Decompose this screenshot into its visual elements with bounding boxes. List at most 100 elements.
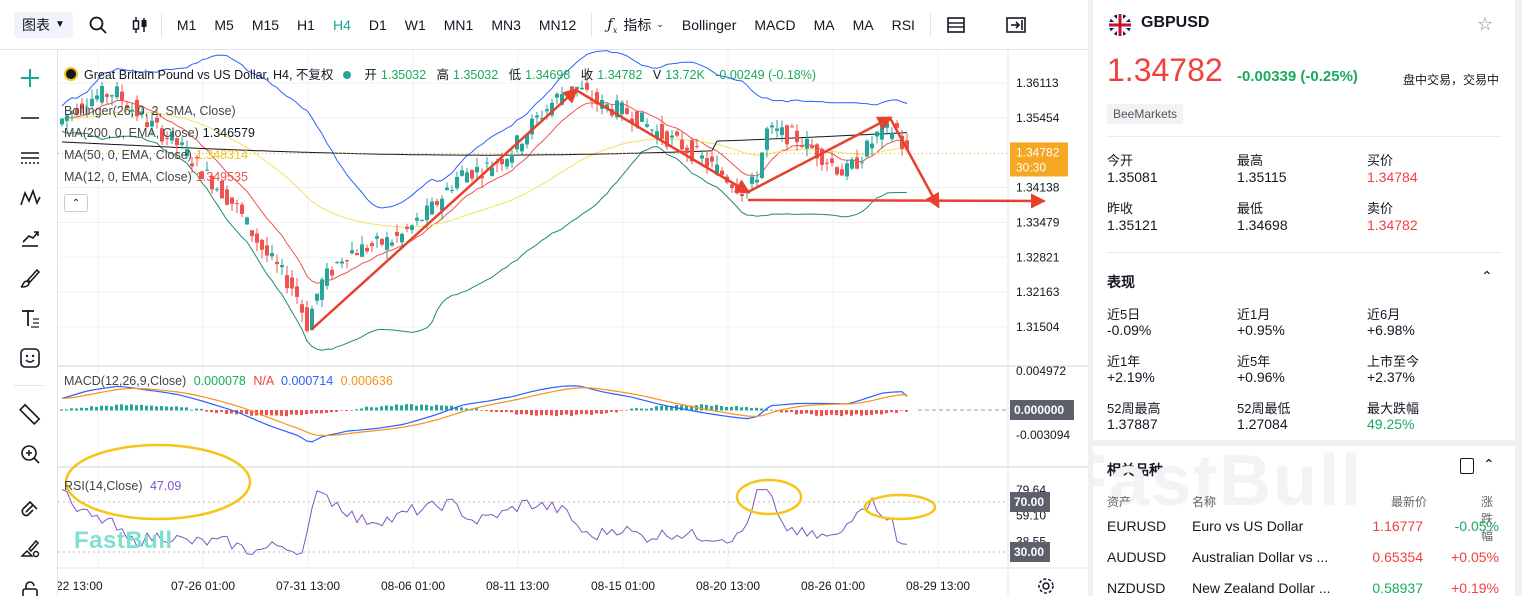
candle-body (800, 145, 804, 147)
perf-label: 近1月 (1237, 307, 1271, 322)
candle-body (720, 170, 724, 176)
candle-body (330, 269, 334, 276)
related-row[interactable]: EURUSD Euro vs US Dollar 1.16777 -0.05% (1093, 518, 1515, 546)
text-tool-icon[interactable] (14, 302, 46, 334)
chart-type-dropdown[interactable]: 图表 ▼ (14, 11, 73, 38)
forecast-icon[interactable] (14, 222, 46, 254)
chart-grid (58, 50, 1088, 596)
candle (200, 170, 204, 180)
candle (770, 122, 774, 134)
candle-body (855, 157, 859, 169)
parallel-channel-icon[interactable] (14, 142, 46, 174)
candle-body (195, 156, 199, 159)
collapse-legend-button[interactable]: ⌃ (64, 194, 88, 212)
related-row[interactable]: AUDUSD Australian Dollar vs ... 0.65354 +0.… (1093, 549, 1515, 577)
candle (445, 182, 449, 191)
candle (480, 168, 484, 188)
magnet-icon[interactable] (14, 492, 46, 524)
indicators-button[interactable]: ƒx 指标 ⌄ (598, 10, 673, 40)
macd-histogram-bar (205, 410, 208, 412)
candle (775, 119, 779, 138)
ma50-label: MA(50, 0, EMA, Close) (64, 148, 192, 162)
zoom-in-icon[interactable] (14, 438, 46, 470)
macd-histogram-bar (260, 410, 263, 416)
bollinger-upper-line (61, 50, 908, 209)
settings-gear-icon[interactable] (1036, 576, 1056, 596)
timeframe-m5[interactable]: M5 (214, 16, 234, 33)
candlestick-icon[interactable] (125, 10, 155, 40)
candle (805, 131, 809, 157)
macd-histogram-bar (240, 410, 243, 414)
rsi-value: 47.09 (149, 479, 182, 493)
timeframe-m15[interactable]: M15 (251, 16, 280, 33)
trend-arrow (575, 88, 751, 194)
macd-histogram-bar (565, 410, 568, 415)
timeframe-h1[interactable]: H1 (297, 16, 315, 33)
macd-histogram-bar (625, 410, 628, 411)
volume-label: V (652, 68, 662, 82)
crosshair-icon[interactable] (14, 62, 46, 94)
timeframe-mn1[interactable]: MN1 (443, 16, 474, 33)
related-row[interactable]: NZDUSD New Zealand Dollar ... 0.58937 +0.19… (1093, 580, 1515, 596)
macd-histogram-bar (390, 406, 393, 411)
candle (530, 114, 534, 140)
candle (550, 98, 554, 118)
ruler-icon[interactable] (14, 398, 46, 430)
macd-histogram-bar (265, 410, 268, 416)
indicator-shortcut-rsi[interactable]: RSI (891, 16, 915, 33)
timeframe-d1[interactable]: D1 (368, 16, 387, 33)
related-header: 资产 (1107, 495, 1132, 509)
macd-legend: MACD(12,26,9,Close) 0.000078 N/A 0.00071… (64, 374, 393, 388)
chevron-up-icon[interactable]: ⌃ (1481, 268, 1493, 284)
candle-body (205, 169, 209, 171)
macd-histogram-bar (405, 404, 408, 411)
chevron-up-icon: ⌃ (71, 197, 81, 209)
macd-histogram-bar (140, 404, 143, 411)
drawing-mode-icon[interactable] (14, 532, 46, 564)
timeframe-w1[interactable]: W1 (404, 16, 426, 33)
emoji-icon[interactable] (14, 342, 46, 374)
divider (1107, 136, 1501, 137)
timeframe-mn3[interactable]: MN3 (491, 16, 521, 33)
trend-arrow (747, 116, 893, 194)
macd-histogram-bar (495, 410, 498, 413)
macd-histogram-bar (225, 410, 228, 414)
macd-histogram-bar (840, 410, 843, 417)
candle (155, 110, 159, 129)
candlestick-series (60, 74, 909, 333)
pattern-icon[interactable] (14, 182, 46, 214)
perf-value: 1.27084 (1237, 416, 1288, 432)
macd-histogram-bar (610, 410, 613, 412)
timeframe-h4[interactable]: H4 (332, 16, 351, 33)
macd-histogram-bar (275, 410, 278, 416)
chart-canvas[interactable]: 1.36113 1.35454 1.34138 1.33479 1.32821 1.321… (58, 50, 1088, 596)
candle (275, 254, 279, 273)
indicator-shortcut-bollinger[interactable]: Bollinger (681, 16, 737, 33)
timeframe-m1[interactable]: M1 (176, 16, 197, 33)
candle (90, 89, 94, 108)
timeframe-mn12[interactable]: MN12 (538, 16, 577, 33)
document-icon[interactable] (1460, 458, 1474, 474)
indicator-shortcut-ma[interactable]: MA (852, 16, 874, 33)
macd-histogram-bar (755, 407, 758, 411)
layout-icon[interactable] (941, 10, 971, 40)
macd-histogram-bar (75, 408, 78, 411)
candle-body (70, 112, 74, 114)
macd-histogram-bar (535, 410, 538, 416)
macd-histogram-bar (815, 410, 818, 416)
brush-icon[interactable] (14, 262, 46, 294)
horizontal-line-icon[interactable] (14, 102, 46, 134)
candle (315, 293, 319, 305)
chevron-up-icon[interactable]: ⌃ (1483, 456, 1495, 472)
search-icon[interactable] (83, 10, 113, 40)
macd-histogram-bar (105, 405, 108, 411)
macd-histogram-bar (470, 409, 473, 411)
star-favorite-icon[interactable]: ☆ (1477, 14, 1494, 34)
lock-icon[interactable] (14, 574, 46, 596)
indicator-shortcut-macd[interactable]: MACD (754, 16, 796, 33)
collapse-panel-icon[interactable] (1001, 10, 1031, 40)
related-change: +0.19% (1451, 580, 1499, 596)
macd-histogram-bar (305, 410, 308, 415)
indicator-shortcut-ma[interactable]: MA (813, 16, 835, 33)
candle-body (440, 198, 444, 211)
